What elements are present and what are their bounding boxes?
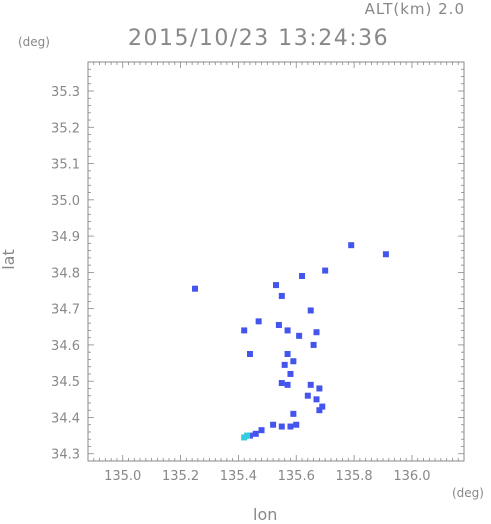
plot-frame [87, 61, 465, 462]
x-tick-label: 136.0 [393, 469, 430, 484]
echo-point [307, 307, 314, 314]
echo-point [322, 267, 329, 274]
x-tick-label: 135.4 [220, 469, 257, 484]
echo-point [252, 430, 259, 437]
echo-point [304, 392, 311, 399]
echo-point [284, 327, 291, 334]
y-tick-label: 34.9 [51, 230, 80, 245]
y-tick-label: 35.2 [51, 121, 80, 136]
echo-point [278, 380, 285, 387]
echo-point [296, 332, 303, 339]
echo-point [192, 285, 199, 292]
x-unit-label: (deg) [452, 486, 484, 500]
echo-point [313, 396, 320, 403]
echo-point [310, 341, 317, 348]
echo-point [258, 427, 265, 434]
y-tick-label: 34.8 [51, 266, 80, 281]
y-tick-label: 35.3 [51, 85, 80, 100]
echo-point [299, 273, 306, 280]
echo-point [319, 403, 326, 410]
echo-point [348, 242, 355, 249]
echo-point [287, 370, 294, 377]
echo-point [290, 410, 297, 417]
echo-point [278, 292, 285, 299]
echo-point [244, 432, 251, 439]
echo-point [275, 321, 282, 328]
y-tick-label: 35.0 [51, 194, 80, 209]
x-tick-label: 135.2 [162, 469, 199, 484]
y-tick-label: 34.5 [51, 375, 80, 390]
y-tick-label: 35.1 [51, 158, 80, 173]
y-unit-label: (deg) [18, 35, 50, 49]
y-tick-label: 34.3 [51, 448, 80, 463]
echo-point [290, 358, 297, 365]
echo-point [307, 381, 314, 388]
x-tick-label: 135.0 [104, 469, 141, 484]
echo-point [278, 423, 285, 430]
timestamp-title: 2015/10/23 13:24:36 [128, 26, 390, 51]
y-tick-label: 34.6 [51, 339, 80, 354]
echo-point [284, 350, 291, 357]
echo-point [270, 421, 277, 428]
x-tick-label: 135.6 [278, 469, 315, 484]
y-tick-label: 34.4 [51, 411, 80, 426]
x-axis-label: lon [253, 505, 278, 524]
y-tick-label: 34.7 [51, 303, 80, 318]
echo-point [316, 385, 323, 392]
echo-point [284, 381, 291, 388]
altitude-label: ALT(km) 2.0 [364, 0, 465, 18]
echo-point [255, 318, 262, 325]
echo-point [313, 329, 320, 336]
echo-point [241, 327, 248, 334]
echo-point [246, 350, 253, 357]
echo-point [287, 423, 294, 430]
echo-point [281, 361, 288, 368]
echo-point [293, 421, 300, 428]
x-tick-label: 135.8 [335, 469, 372, 484]
echo-point [273, 282, 279, 289]
echo-point [316, 407, 323, 414]
echo-point [382, 251, 389, 258]
